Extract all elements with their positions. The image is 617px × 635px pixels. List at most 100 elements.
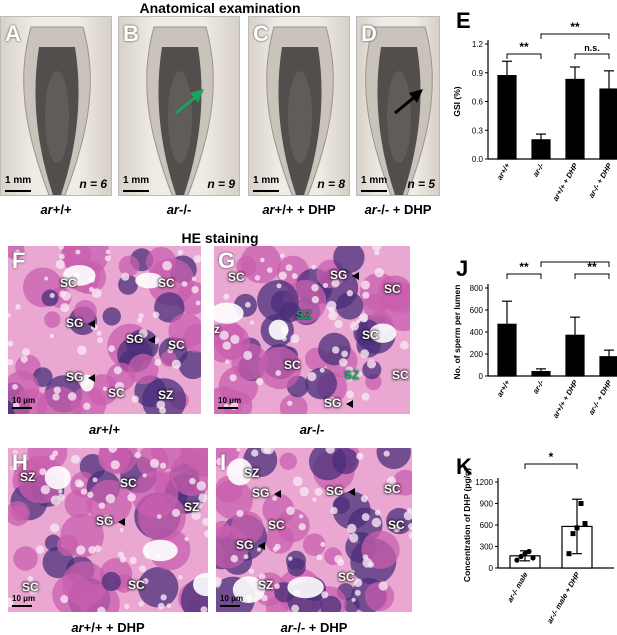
tissue-label-sz: SZ: [184, 500, 200, 514]
tissue-label-sg: SG: [66, 316, 84, 330]
category-label: ar-/- male + DHP: [545, 570, 582, 625]
y-tick-label: 0: [489, 564, 494, 573]
pointer-arrow-icon: [148, 336, 155, 344]
bar: [497, 323, 517, 377]
genotype-caption: ar-/- + DHP: [364, 202, 432, 217]
significance-bracket: [506, 53, 542, 59]
genotype-caption: ar+/+ + DHP: [262, 202, 336, 217]
y-tick-label: 0.0: [472, 155, 484, 164]
tissue-label-sc: SC: [268, 518, 285, 532]
panel-label-i: I: [220, 450, 227, 475]
histology-texture: [216, 448, 412, 612]
scale-bar: 1 mm: [253, 175, 280, 186]
genotype-caption: ar+/+: [88, 422, 121, 437]
pointer-arrow-icon: [88, 374, 95, 382]
pointer-arrow-icon: [274, 490, 281, 498]
genotype-caption: ar-/- + DHP: [280, 620, 348, 635]
tissue-label-sg: SG: [252, 486, 270, 500]
bar: [599, 88, 617, 160]
pointer-arrow-icon: [346, 400, 353, 408]
data-point: [514, 557, 520, 563]
bar: [497, 75, 517, 160]
tissue-label-sc: SC: [128, 578, 145, 592]
tissue-label-sz: SZ: [20, 470, 36, 484]
tissue-label-sz: SZ: [296, 308, 312, 322]
dissection-image: [5, 26, 91, 195]
pointer-arrow-icon: [118, 518, 125, 526]
y-tick-label: 400: [470, 328, 484, 337]
significance-bracket: [540, 33, 610, 39]
anatomy-photo-a: A 1 mm n = 6: [0, 16, 112, 196]
tissue-label-sc: SC: [108, 386, 125, 400]
gsi-bar-chart: 0.0 0.3 0.6 0.9 1.2 GSI (%) ar+/+ ar-/- ar+/+ + …: [452, 20, 617, 203]
tissue-label-sc: SC: [284, 358, 301, 372]
panel-label-c: C: [253, 21, 269, 46]
y-tick-label: 0: [479, 372, 484, 381]
panel-label-b: B: [123, 21, 139, 46]
panel-label-f: F: [12, 248, 26, 273]
scale-bar: 10 μm: [12, 396, 36, 405]
data-point: [574, 525, 580, 531]
pointer-arrow-icon: [348, 488, 355, 496]
he-image-f: SC SC SG SG SC SG SC SZ F 10 μm: [8, 246, 201, 414]
tissue-label-sc: SC: [388, 518, 405, 532]
pointer-arrow-icon: [258, 542, 265, 550]
significance-label: **: [570, 20, 580, 34]
significance-bracket: [574, 273, 610, 279]
y-tick-label: 1.2: [472, 40, 484, 49]
y-tick-label: 1200: [475, 478, 493, 487]
sample-size: n = 8: [317, 177, 345, 191]
y-axis-label: No. of sperm per lumen: [452, 285, 462, 380]
tissue-label-sc: SC: [392, 368, 409, 382]
tissue-label-sg: SG: [126, 332, 144, 346]
tissue-label-sc: SC: [338, 570, 355, 584]
data-point: [530, 555, 536, 561]
dissection-image: [253, 26, 334, 195]
tissue-label-sz: SZ: [244, 466, 260, 480]
sperm-count-bar-chart: 0 200 400 600 800 No. of sperm per lumen ar+/+…: [452, 258, 617, 420]
genotype-caption: ar-/-: [166, 202, 192, 217]
category-label: ar+/+: [495, 378, 512, 399]
dissection-image: [123, 26, 214, 195]
category-label: ar-/-: [531, 161, 546, 178]
tissue-label-sc: SC: [384, 282, 401, 296]
category-label: ar+/+ + DHP: [551, 378, 580, 420]
significance-bracket: [574, 53, 610, 59]
y-tick-label: 0.6: [472, 98, 484, 107]
anatomical-title: Anatomical examination: [139, 0, 301, 16]
sample-size: n = 5: [407, 177, 435, 191]
tissue-label-sc: SC: [22, 580, 39, 594]
significance-label: **: [519, 260, 529, 274]
category-label: ar-/-: [531, 378, 546, 395]
panel-label-j: J: [456, 256, 469, 281]
data-point: [522, 551, 528, 557]
pointer-arrow-icon: [352, 272, 359, 280]
scale-bar: 10 μm: [220, 594, 244, 603]
genotype-caption: ar-/-: [299, 422, 325, 437]
data-point: [526, 548, 532, 555]
y-tick-label: 600: [470, 306, 484, 315]
significance-label: **: [587, 260, 597, 274]
histology-texture: [8, 448, 208, 612]
significance-bracket: [506, 273, 542, 279]
scale-bar: 1 mm: [123, 175, 150, 186]
sample-size: n = 6: [79, 177, 107, 191]
y-tick-label: 200: [470, 350, 484, 359]
panel-label-k: K: [456, 454, 472, 479]
tissue-label-sc: SC: [60, 276, 77, 290]
black-arrow-icon: [394, 89, 423, 115]
category-label: ar-/- male: [505, 571, 529, 604]
pointer-arrow-icon: [88, 320, 95, 328]
tissue-label-sc: SC: [362, 328, 379, 342]
tissue-label-sg: SG: [236, 538, 254, 552]
tissue-label-z: z: [214, 322, 220, 336]
y-axis-label: Concentration of DHP (pg/g): [462, 468, 472, 582]
y-tick-label: 300: [480, 543, 494, 552]
category-label: ar+/+ + DHP: [551, 161, 580, 203]
y-tick-label: 600: [480, 521, 494, 530]
panel-label-d: D: [361, 21, 377, 46]
data-point: [578, 501, 584, 506]
significance-label: n.s.: [584, 43, 600, 53]
tissue-label-sc: SC: [120, 476, 137, 490]
panel-label-e: E: [456, 8, 471, 33]
